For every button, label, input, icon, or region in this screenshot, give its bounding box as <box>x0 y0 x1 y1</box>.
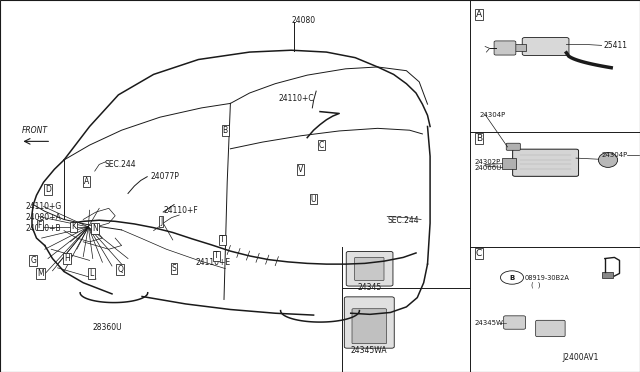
FancyBboxPatch shape <box>344 297 394 348</box>
Text: 24110+F: 24110+F <box>163 206 198 215</box>
Text: Q: Q <box>117 265 124 274</box>
Text: (  ): ( ) <box>531 281 541 288</box>
Bar <box>512 44 526 51</box>
Text: 24066U: 24066U <box>475 165 502 171</box>
Text: C: C <box>319 141 324 150</box>
Text: 24304P: 24304P <box>602 153 628 158</box>
Bar <box>502 158 516 169</box>
Text: 24304P: 24304P <box>480 112 506 118</box>
Text: T: T <box>220 235 225 244</box>
FancyBboxPatch shape <box>355 257 384 280</box>
Text: 24302P: 24302P <box>475 159 501 165</box>
FancyBboxPatch shape <box>513 149 579 176</box>
Text: B: B <box>476 134 482 143</box>
Text: 24077P: 24077P <box>150 172 179 181</box>
Text: 24345W: 24345W <box>475 320 504 326</box>
FancyBboxPatch shape <box>346 251 393 286</box>
Text: A: A <box>84 177 89 186</box>
Text: J: J <box>160 217 163 226</box>
Text: C: C <box>476 249 482 258</box>
Text: 24110+G: 24110+G <box>26 202 62 211</box>
Text: B: B <box>509 275 515 280</box>
FancyBboxPatch shape <box>536 320 565 337</box>
Text: S: S <box>172 264 177 273</box>
Circle shape <box>500 271 524 284</box>
Text: N: N <box>92 224 97 233</box>
Text: 24345: 24345 <box>358 283 382 292</box>
Text: 24080: 24080 <box>291 16 316 25</box>
Text: SEC.244: SEC.244 <box>387 216 419 225</box>
Text: T: T <box>214 251 219 260</box>
Text: 24080+A: 24080+A <box>26 213 61 222</box>
FancyBboxPatch shape <box>494 41 516 55</box>
Text: D: D <box>45 185 51 194</box>
Text: 28360U: 28360U <box>93 323 122 332</box>
Text: SEC.244: SEC.244 <box>104 160 136 169</box>
Ellipse shape <box>598 153 618 167</box>
Text: J2400AV1: J2400AV1 <box>562 353 598 362</box>
Text: H: H <box>65 254 70 263</box>
Text: FRONT: FRONT <box>22 126 48 135</box>
Text: A: A <box>476 10 482 19</box>
Text: U: U <box>311 195 316 203</box>
FancyBboxPatch shape <box>352 309 387 344</box>
Bar <box>602 272 613 278</box>
FancyBboxPatch shape <box>506 143 520 150</box>
Text: F: F <box>38 221 42 230</box>
FancyBboxPatch shape <box>522 38 569 55</box>
FancyBboxPatch shape <box>504 316 525 329</box>
Text: 24110+C: 24110+C <box>278 94 314 103</box>
Text: 08919-30B2A: 08919-30B2A <box>525 275 570 280</box>
Text: 24345WA: 24345WA <box>350 346 387 355</box>
Text: 24080+B: 24080+B <box>26 224 61 233</box>
Text: 25411: 25411 <box>604 41 627 50</box>
Text: 24110+E: 24110+E <box>195 258 230 267</box>
Text: B: B <box>223 126 228 135</box>
Text: K: K <box>71 222 76 231</box>
Text: G: G <box>30 256 36 265</box>
Text: V: V <box>298 165 303 174</box>
Text: L: L <box>90 269 93 278</box>
Text: M: M <box>37 269 44 278</box>
